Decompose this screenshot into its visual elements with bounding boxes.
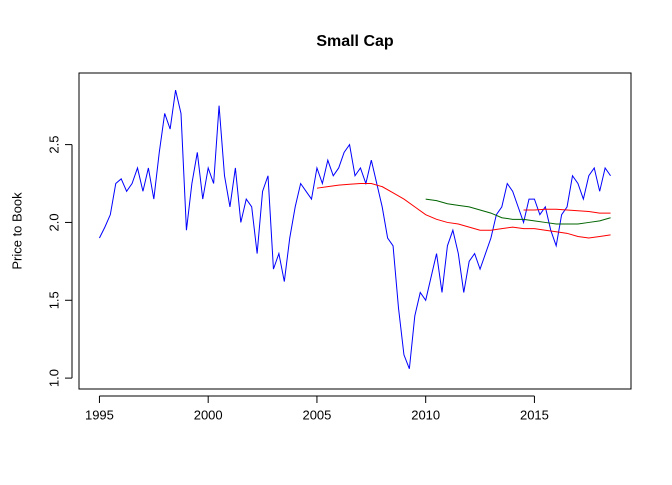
y-tick-label: 2.5	[46, 136, 61, 154]
plot-frame	[78, 72, 632, 390]
y-tick-label: 1.5	[46, 291, 61, 309]
x-tick-label: 1995	[85, 407, 114, 422]
series-line	[316, 183, 611, 239]
series-line	[98, 90, 611, 369]
x-tick-label: 2010	[411, 407, 440, 422]
y-tick-label: 2.0	[46, 213, 61, 231]
chart-title: Small Cap	[316, 33, 394, 50]
x-tick-label: 2005	[302, 407, 331, 422]
y-axis-label: Price to Book	[9, 192, 24, 270]
x-tick-label: 2000	[194, 407, 223, 422]
series-line	[425, 198, 611, 225]
x-tick-label: 2015	[520, 407, 549, 422]
series-line	[523, 208, 611, 214]
y-tick-label: 1.0	[46, 369, 61, 387]
